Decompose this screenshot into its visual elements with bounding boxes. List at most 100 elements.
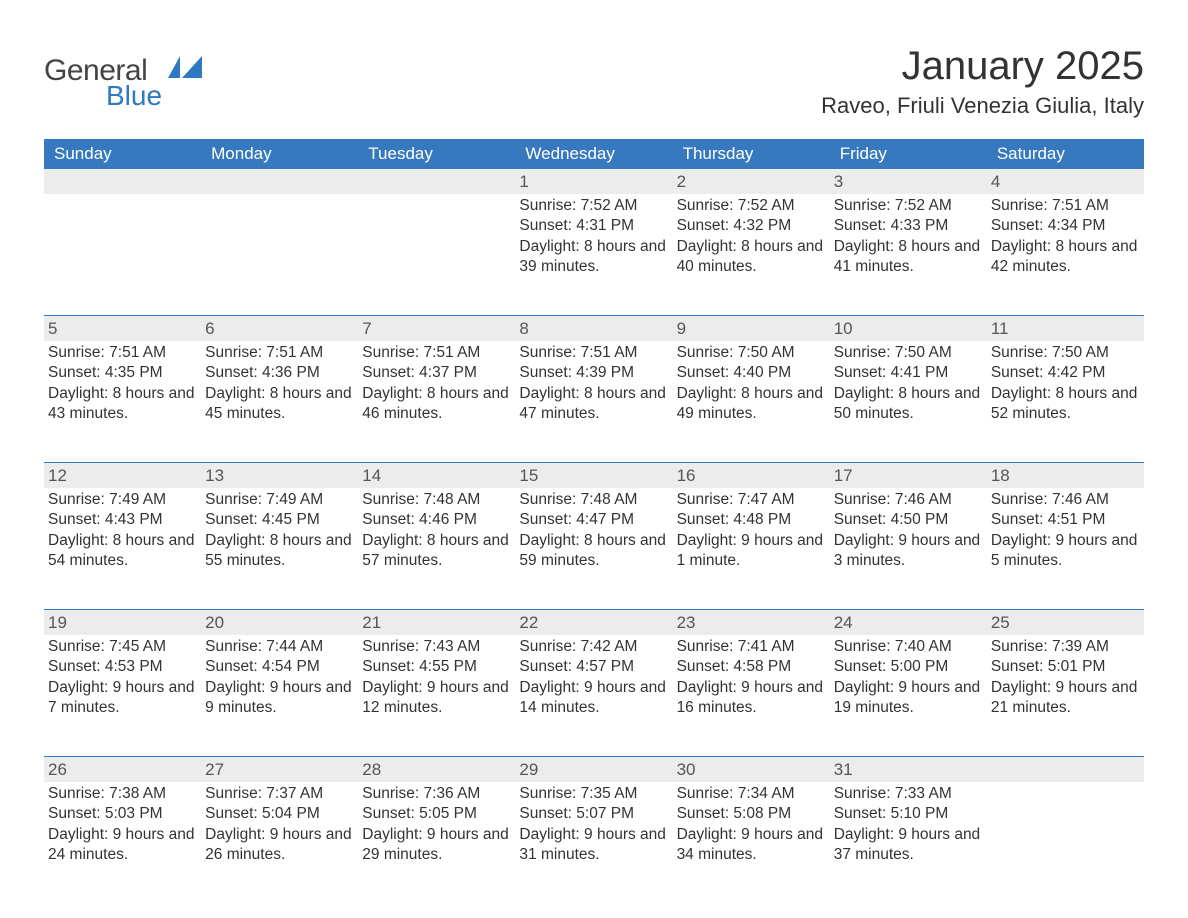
daylight-text: Daylight: 9 hours and 7 minutes. [48,678,197,719]
day-number: 6 [201,316,358,341]
daylight-text: Daylight: 9 hours and 21 minutes. [991,678,1140,719]
sunrise-text: Sunrise: 7:38 AM [48,784,197,804]
sunrise-text: Sunrise: 7:50 AM [991,343,1140,363]
day-number: 14 [358,463,515,488]
day-details: Sunrise: 7:34 AMSunset: 5:08 PMDaylight:… [673,782,830,870]
day-number: 29 [515,757,672,782]
daylight-text: Daylight: 9 hours and 29 minutes. [362,825,511,866]
sunrise-text: Sunrise: 7:35 AM [519,784,668,804]
day-number: 21 [358,610,515,635]
day-number: 31 [830,757,987,782]
sunset-text: Sunset: 4:36 PM [205,363,354,383]
daylight-text: Daylight: 8 hours and 55 minutes. [205,531,354,572]
sunrise-text: Sunrise: 7:48 AM [362,490,511,510]
logo-blue-row: Blue [44,82,162,110]
calendar-day-cell: 8Sunrise: 7:51 AMSunset: 4:39 PMDaylight… [515,316,672,462]
day-number: 3 [830,169,987,194]
calendar-day-cell: 3Sunrise: 7:52 AMSunset: 4:33 PMDaylight… [830,169,987,315]
day-details: Sunrise: 7:48 AMSunset: 4:47 PMDaylight:… [515,488,672,576]
sunset-text: Sunset: 4:35 PM [48,363,197,383]
day-number: 30 [673,757,830,782]
day-number: 8 [515,316,672,341]
daylight-text: Daylight: 9 hours and 5 minutes. [991,531,1140,572]
calendar-day-cell: 17Sunrise: 7:46 AMSunset: 4:50 PMDayligh… [830,463,987,609]
sunset-text: Sunset: 4:54 PM [205,657,354,677]
sunset-text: Sunset: 4:42 PM [991,363,1140,383]
sunset-text: Sunset: 5:01 PM [991,657,1140,677]
sunrise-text: Sunrise: 7:50 AM [677,343,826,363]
day-details: Sunrise: 7:51 AMSunset: 4:39 PMDaylight:… [515,341,672,429]
daylight-text: Daylight: 8 hours and 49 minutes. [677,384,826,425]
sunset-text: Sunset: 4:58 PM [677,657,826,677]
day-details: Sunrise: 7:50 AMSunset: 4:42 PMDaylight:… [987,341,1144,429]
calendar-day-cell: 23Sunrise: 7:41 AMSunset: 4:58 PMDayligh… [673,610,830,756]
day-number: 20 [201,610,358,635]
sunset-text: Sunset: 4:31 PM [519,216,668,236]
calendar-day-cell: 14Sunrise: 7:48 AMSunset: 4:46 PMDayligh… [358,463,515,609]
calendar-day-cell: 9Sunrise: 7:50 AMSunset: 4:40 PMDaylight… [673,316,830,462]
sunrise-text: Sunrise: 7:34 AM [677,784,826,804]
calendar-day-cell: 25Sunrise: 7:39 AMSunset: 5:01 PMDayligh… [987,610,1144,756]
day-details: Sunrise: 7:52 AMSunset: 4:33 PMDaylight:… [830,194,987,282]
sunrise-text: Sunrise: 7:33 AM [834,784,983,804]
sunrise-text: Sunrise: 7:40 AM [834,637,983,657]
sunset-text: Sunset: 4:33 PM [834,216,983,236]
sunrise-text: Sunrise: 7:43 AM [362,637,511,657]
daylight-text: Daylight: 9 hours and 31 minutes. [519,825,668,866]
calendar-day-cell: 1Sunrise: 7:52 AMSunset: 4:31 PMDaylight… [515,169,672,315]
sunset-text: Sunset: 4:53 PM [48,657,197,677]
logo-text: General Blue [44,56,162,110]
calendar-day-cell: 13Sunrise: 7:49 AMSunset: 4:45 PMDayligh… [201,463,358,609]
calendar-day-cell: 10Sunrise: 7:50 AMSunset: 4:41 PMDayligh… [830,316,987,462]
sunset-text: Sunset: 5:00 PM [834,657,983,677]
calendar-day-cell: 5Sunrise: 7:51 AMSunset: 4:35 PMDaylight… [44,316,201,462]
sunset-text: Sunset: 5:04 PM [205,804,354,824]
day-details: Sunrise: 7:37 AMSunset: 5:04 PMDaylight:… [201,782,358,870]
sunset-text: Sunset: 4:55 PM [362,657,511,677]
sunset-text: Sunset: 4:39 PM [519,363,668,383]
calendar-day-cell: 30Sunrise: 7:34 AMSunset: 5:08 PMDayligh… [673,757,830,903]
page-header: General Blue January 2025 Raveo, Friuli … [44,44,1144,133]
sunrise-text: Sunrise: 7:49 AM [48,490,197,510]
daylight-text: Daylight: 8 hours and 39 minutes. [519,237,668,278]
daylight-text: Daylight: 8 hours and 57 minutes. [362,531,511,572]
logo-flag-icon [168,56,202,83]
weekday-header: Wednesday [515,139,672,169]
calendar-day-cell: 29Sunrise: 7:35 AMSunset: 5:07 PMDayligh… [515,757,672,903]
sunrise-text: Sunrise: 7:51 AM [48,343,197,363]
daylight-text: Daylight: 8 hours and 43 minutes. [48,384,197,425]
calendar-day-cell: 31Sunrise: 7:33 AMSunset: 5:10 PMDayligh… [830,757,987,903]
day-number: 11 [987,316,1144,341]
sunrise-text: Sunrise: 7:51 AM [519,343,668,363]
day-details: Sunrise: 7:51 AMSunset: 4:37 PMDaylight:… [358,341,515,429]
day-number: 12 [44,463,201,488]
daylight-text: Daylight: 8 hours and 41 minutes. [834,237,983,278]
sunrise-text: Sunrise: 7:52 AM [677,196,826,216]
sunrise-text: Sunrise: 7:52 AM [834,196,983,216]
calendar-day-cell: 20Sunrise: 7:44 AMSunset: 4:54 PMDayligh… [201,610,358,756]
day-number: 9 [673,316,830,341]
brand-logo: General Blue [44,44,202,110]
calendar-page: General Blue January 2025 Raveo, Friuli … [0,0,1188,918]
calendar-day-cell: 24Sunrise: 7:40 AMSunset: 5:00 PMDayligh… [830,610,987,756]
sunrise-text: Sunrise: 7:45 AM [48,637,197,657]
sunset-text: Sunset: 4:46 PM [362,510,511,530]
day-number: 10 [830,316,987,341]
daylight-text: Daylight: 9 hours and 12 minutes. [362,678,511,719]
sunset-text: Sunset: 4:45 PM [205,510,354,530]
calendar-table: SundayMondayTuesdayWednesdayThursdayFrid… [44,139,1144,903]
sunrise-text: Sunrise: 7:41 AM [677,637,826,657]
day-number: 1 [515,169,672,194]
day-number: 25 [987,610,1144,635]
calendar-empty-cell [201,169,358,315]
calendar-day-cell: 28Sunrise: 7:36 AMSunset: 5:05 PMDayligh… [358,757,515,903]
calendar-day-cell: 12Sunrise: 7:49 AMSunset: 4:43 PMDayligh… [44,463,201,609]
daylight-text: Daylight: 8 hours and 59 minutes. [519,531,668,572]
daylight-text: Daylight: 9 hours and 1 minute. [677,531,826,572]
day-details: Sunrise: 7:51 AMSunset: 4:34 PMDaylight:… [987,194,1144,282]
sunrise-text: Sunrise: 7:44 AM [205,637,354,657]
day-details: Sunrise: 7:49 AMSunset: 4:43 PMDaylight:… [44,488,201,576]
daylight-text: Daylight: 9 hours and 24 minutes. [48,825,197,866]
day-details: Sunrise: 7:48 AMSunset: 4:46 PMDaylight:… [358,488,515,576]
calendar-day-cell: 11Sunrise: 7:50 AMSunset: 4:42 PMDayligh… [987,316,1144,462]
